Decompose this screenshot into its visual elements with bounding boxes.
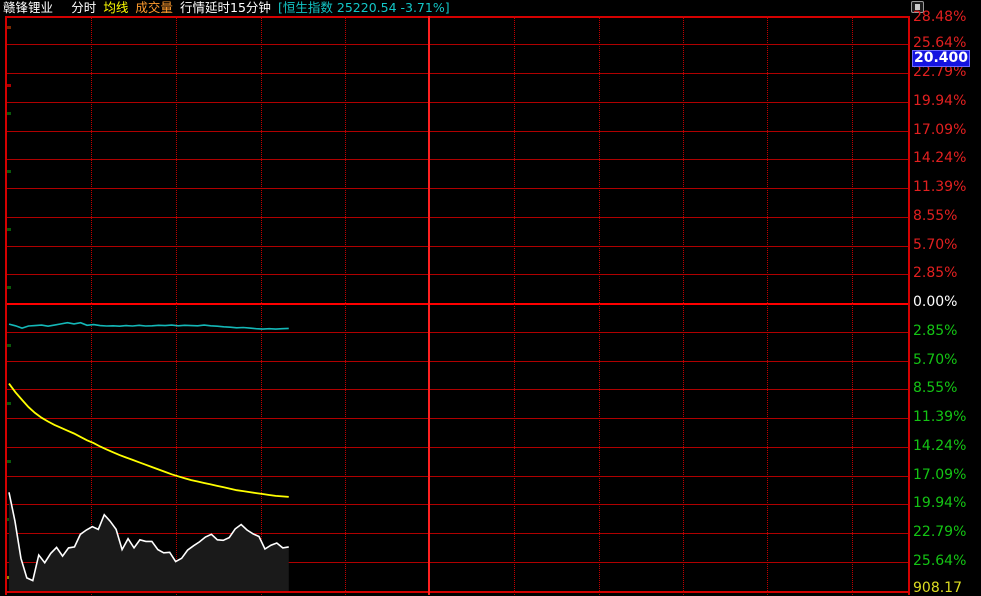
stock-name-label: 赣锋锂业 — [3, 0, 54, 15]
axis-label-7: 8.55% — [913, 208, 958, 224]
gridline-v — [683, 16, 684, 595]
gridline-v — [91, 16, 92, 595]
edge-tick — [7, 344, 11, 347]
average-price-line — [8, 383, 289, 498]
delay-notice-label: 行情延时15分钟 — [180, 0, 271, 15]
gridline-v — [261, 16, 262, 595]
gridline-h — [7, 73, 908, 74]
edge-tick — [7, 402, 11, 405]
hang-seng-index-info[interactable]: [恒生指数 25220.54 -3.71%] — [278, 0, 450, 15]
gridline-h — [7, 217, 908, 218]
edge-tick — [7, 228, 11, 231]
gridline-v-midday — [428, 16, 430, 595]
axis-label-1: 25.64% — [913, 35, 967, 51]
gridline-h — [7, 102, 908, 103]
gridline-v — [767, 16, 768, 595]
volume-line — [8, 492, 289, 582]
tab-moving-average[interactable]: 均线 — [103, 0, 129, 15]
title-bar: 赣锋锂业 分时 均线 成交量 行情延时15分钟 [恒生指数 25220.54 -… — [0, 0, 981, 15]
axis-label-14: 11.39% — [913, 409, 967, 425]
gridline-h — [7, 188, 908, 189]
axis-label-15: 14.24% — [913, 438, 967, 454]
gridline-v — [852, 16, 853, 595]
gridline-h — [7, 447, 908, 448]
gridline-h — [7, 44, 908, 45]
axis-label-11: 2.85% — [913, 323, 958, 339]
gridline-h — [7, 533, 908, 534]
edge-tick — [7, 170, 11, 173]
axis-label-9: 2.85% — [913, 265, 958, 281]
axis-label-5: 14.24% — [913, 150, 967, 166]
gridline-bottom — [7, 591, 908, 593]
gridline-h — [7, 504, 908, 505]
gridline-v — [599, 16, 600, 595]
gridline-h — [7, 361, 908, 362]
axis-label-10: 0.00% — [913, 294, 958, 310]
axis-label-19: 25.64% — [913, 553, 967, 569]
tab-volume[interactable]: 成交量 — [135, 0, 173, 15]
price-line — [8, 321, 289, 330]
gridline-h — [7, 389, 908, 390]
edge-tick — [7, 286, 11, 289]
gridline-h — [7, 418, 908, 419]
axis-label-2: 22.79% — [913, 64, 967, 80]
tab-intraday[interactable]: 分时 — [71, 0, 97, 15]
edge-tick — [7, 26, 11, 29]
gridline-h — [7, 159, 908, 160]
gridline-v — [514, 16, 515, 595]
axis-label-17: 19.94% — [913, 495, 967, 511]
gridline-h — [7, 332, 908, 333]
axis-label-3: 19.94% — [913, 93, 967, 109]
axis-label-0: 28.48% — [913, 9, 967, 25]
gridline-h — [7, 476, 908, 477]
gridline-v — [176, 16, 177, 595]
axis-label-8: 5.70% — [913, 237, 958, 253]
axis-label-6: 11.39% — [913, 179, 967, 195]
axis-label-16: 17.09% — [913, 467, 967, 483]
right-value-axis[interactable]: 28.48% 25.64% 22.79% 19.94% 17.09% 14.24% 11.3… — [912, 0, 981, 596]
panel-toggle-icon[interactable] — [911, 1, 924, 13]
gridline-h — [7, 562, 908, 563]
gridline-h — [7, 274, 908, 275]
axis-label-4: 17.09% — [913, 122, 967, 138]
axis-label-13: 8.55% — [913, 380, 958, 396]
axis-label-20: 908.17 — [913, 580, 962, 596]
series-canvas — [8, 321, 289, 591]
gridline-h — [7, 246, 908, 247]
edge-tick — [7, 112, 11, 115]
edge-tick — [7, 84, 11, 87]
gridline-h — [7, 131, 908, 132]
gridline-top — [7, 16, 908, 18]
edge-tick — [7, 460, 11, 463]
plot-area[interactable] — [5, 16, 910, 595]
axis-label-18: 22.79% — [913, 524, 967, 540]
gridline-zero — [7, 303, 908, 305]
axis-label-12: 5.70% — [913, 352, 958, 368]
gridline-v — [345, 16, 346, 595]
